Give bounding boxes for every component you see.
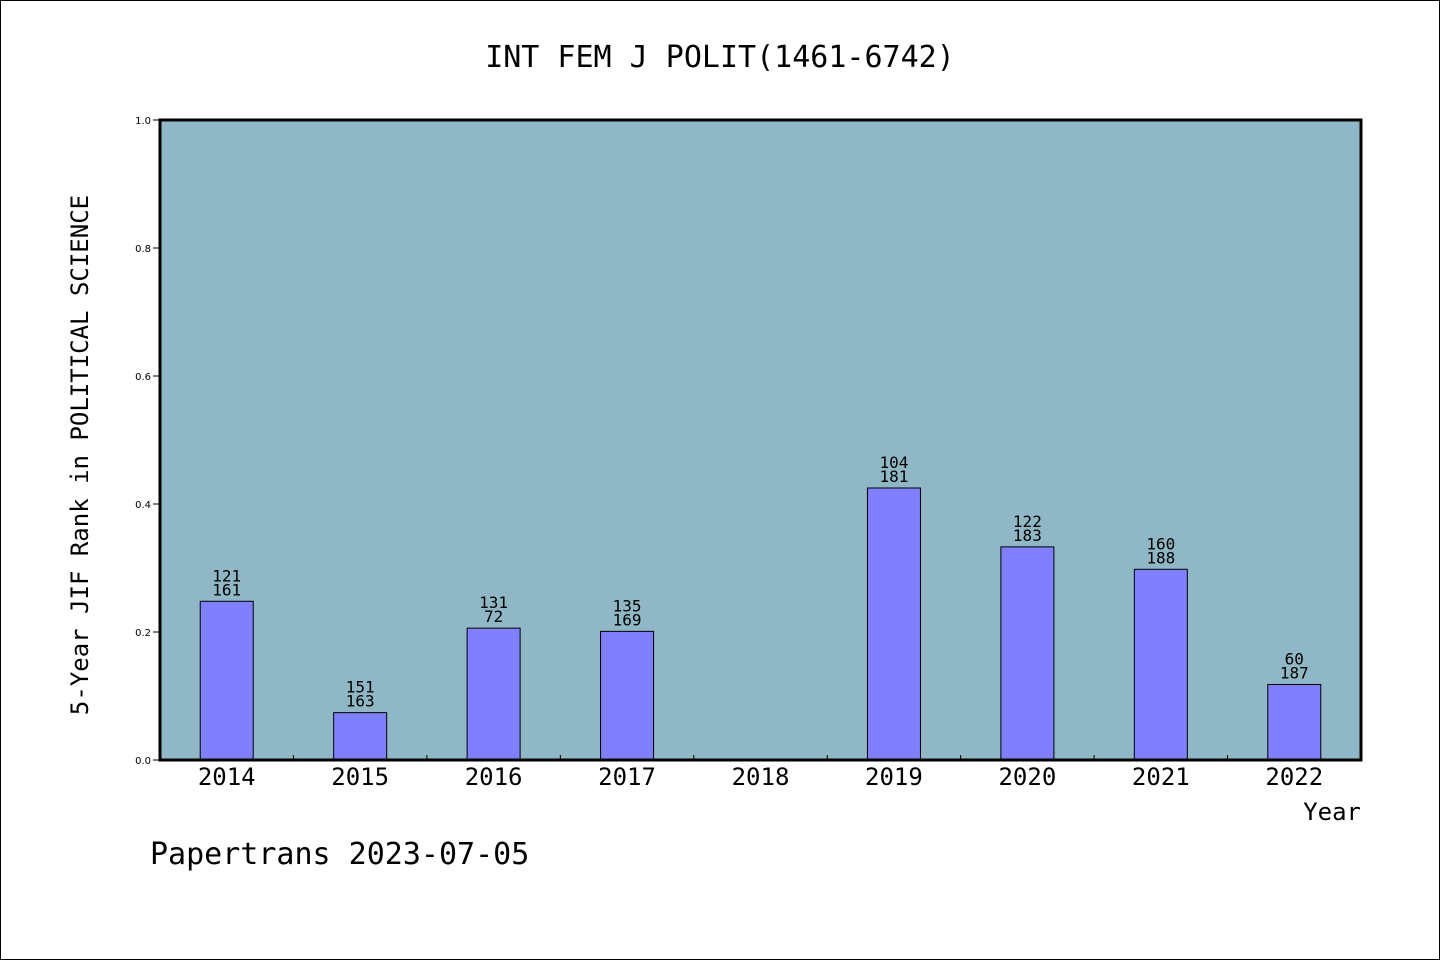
bar-2015 xyxy=(333,712,388,761)
bar-label-bottom: 181 xyxy=(879,467,908,486)
bar-2020 xyxy=(1000,546,1055,761)
bar-label-bottom: 169 xyxy=(613,610,642,629)
bar-2022 xyxy=(1267,683,1322,761)
y-tick-label: 0.2 xyxy=(135,628,151,639)
y-tick-label: 1.0 xyxy=(135,116,151,127)
y-axis-label: 5-Year JIF Rank in POLITICAL SCIENCE xyxy=(66,195,94,715)
bar-label-top: 135 xyxy=(613,596,642,615)
x-tick-label: 2017 xyxy=(598,763,656,791)
y-tick-label: 0.6 xyxy=(135,372,151,383)
x-tick-label: 2022 xyxy=(1265,763,1323,791)
bar-2021 xyxy=(1133,568,1188,761)
bar-2016 xyxy=(466,627,521,761)
y-tick-label: 0.4 xyxy=(135,500,151,511)
bar-label-top: 60 xyxy=(1285,649,1304,668)
bar-label-bottom: 188 xyxy=(1146,548,1175,567)
y-tick-label: 0.0 xyxy=(135,756,151,767)
x-axis-label: Year xyxy=(1303,798,1361,826)
bar-label-bottom: 72 xyxy=(484,607,503,626)
bar-label-bottom: 163 xyxy=(346,692,375,711)
footer-credit: Papertrans 2023-07-05 xyxy=(150,837,529,872)
plot-border xyxy=(158,118,1363,762)
bar-label-bottom: 187 xyxy=(1280,663,1309,682)
x-tick-label: 2021 xyxy=(1132,763,1190,791)
bar-label-top: 131 xyxy=(479,593,508,612)
bar-label-bottom: 161 xyxy=(212,580,241,599)
x-tick-label: 2019 xyxy=(865,763,923,791)
bar-2019 xyxy=(866,487,921,761)
bar-label-bottom: 183 xyxy=(1013,526,1042,545)
bar-2014 xyxy=(199,600,254,761)
bar-label-top: 121 xyxy=(212,566,241,585)
x-tick-label: 2018 xyxy=(732,763,790,791)
bar-label-top: 122 xyxy=(1013,512,1042,531)
bar-label-top: 151 xyxy=(346,678,375,697)
x-tick-label: 2014 xyxy=(198,763,256,791)
x-tick-label: 2016 xyxy=(465,763,523,791)
bar-2017 xyxy=(600,630,655,761)
x-tick-label: 2020 xyxy=(998,763,1056,791)
chart-title: INT FEM J POLIT(1461-6742) xyxy=(485,40,955,75)
bar-label-top: 104 xyxy=(879,453,908,472)
bar-label-top: 160 xyxy=(1146,534,1175,553)
y-tick-label: 0.8 xyxy=(135,244,151,255)
x-tick-label: 2015 xyxy=(331,763,389,791)
